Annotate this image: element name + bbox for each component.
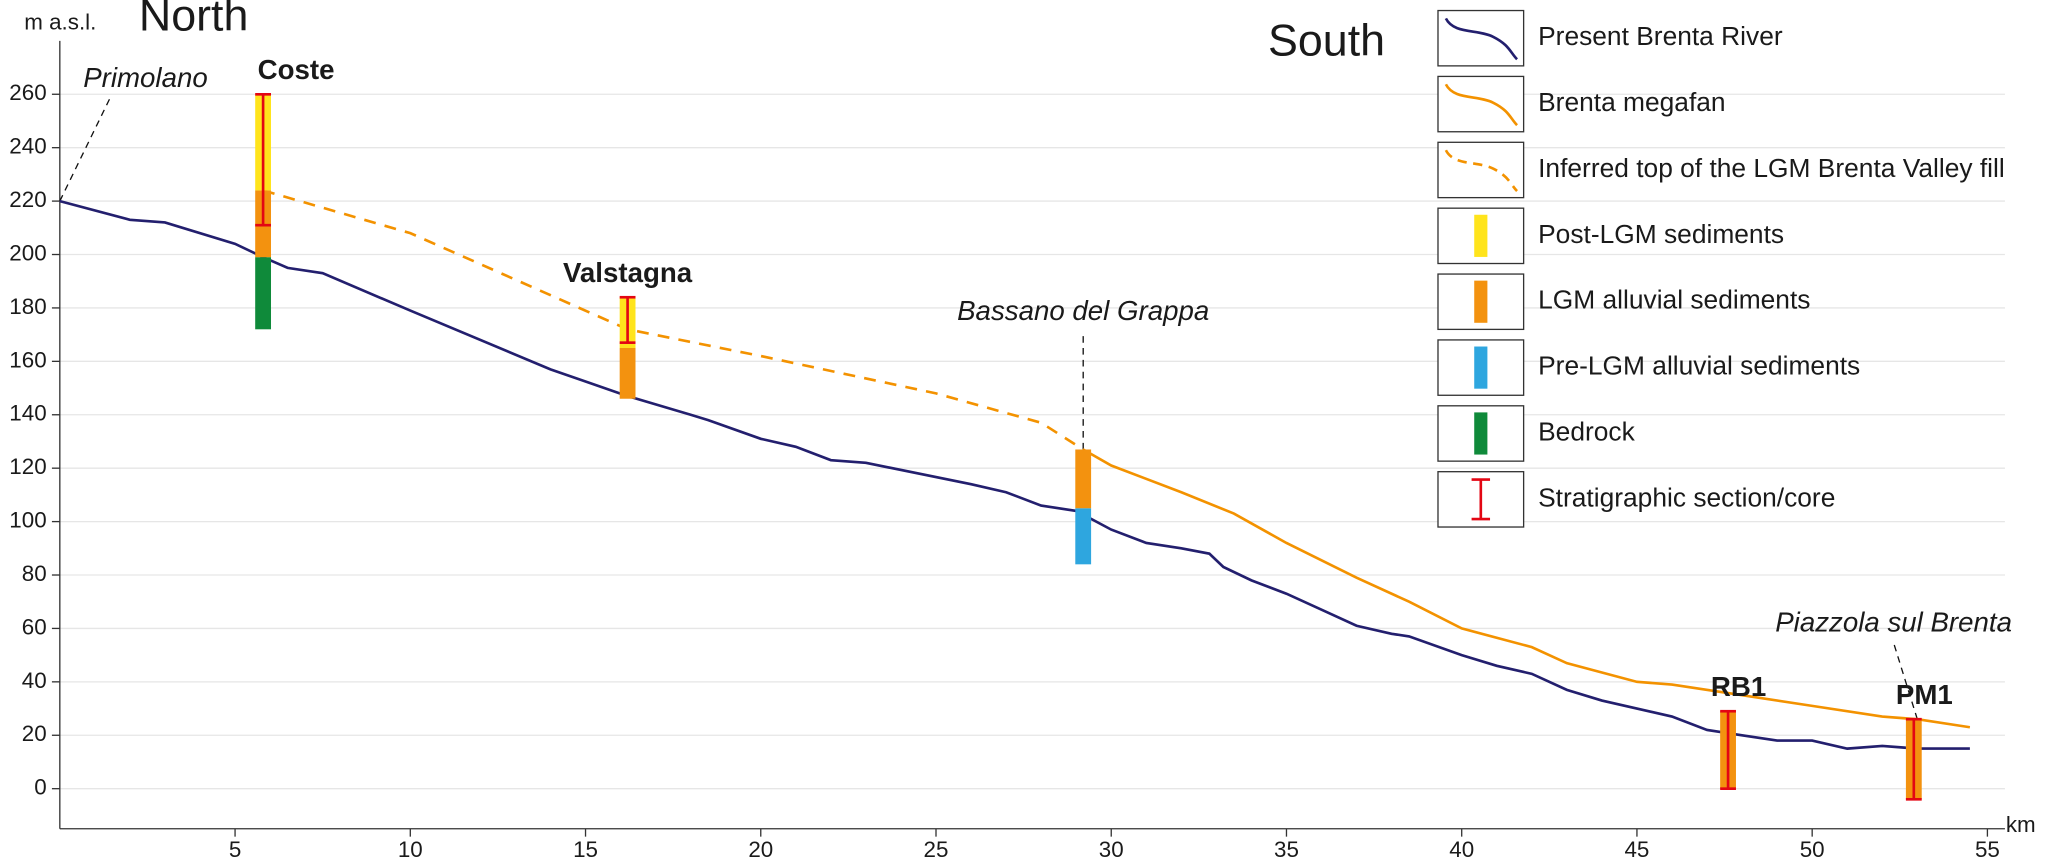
legend-label: LGM alluvial sediments <box>1538 285 1810 315</box>
y-tick-label: 60 <box>22 614 47 639</box>
x-tick-label: 5 <box>229 837 241 862</box>
y-tick-label: 40 <box>22 668 47 693</box>
place-label: Primolano <box>83 62 208 93</box>
core-bar <box>1720 709 1736 790</box>
y-tick-label: 80 <box>22 561 47 586</box>
legend-core <box>1471 478 1491 521</box>
legend-line <box>1444 149 1519 192</box>
x-tick-label: 45 <box>1624 837 1649 862</box>
y-axis-label: m a.s.l. <box>24 10 96 35</box>
x-axis-label: km <box>2006 812 2036 837</box>
y-tick-label: 220 <box>9 187 46 212</box>
y-tick-label: 140 <box>9 401 46 426</box>
x-tick-label: 10 <box>398 837 423 862</box>
y-tick-label: 260 <box>9 80 46 105</box>
legend-label: Brenta megafan <box>1538 87 1725 117</box>
y-tick-label: 0 <box>34 775 46 800</box>
y-tick-label: 200 <box>9 240 46 265</box>
core-bar <box>1905 717 1922 801</box>
legend-label: Present Brenta River <box>1538 21 1783 51</box>
y-tick-label: 160 <box>9 347 46 372</box>
x-tick-label: 35 <box>1274 837 1299 862</box>
north-label: North <box>139 0 249 40</box>
legend-box <box>1437 141 1525 199</box>
place-label: Piazzola sul Brenta <box>1775 607 2012 638</box>
log-label: Valstagna <box>563 257 693 288</box>
profile-line <box>262 189 1084 451</box>
legend-box <box>1437 75 1525 133</box>
south-label: South <box>1268 15 1385 65</box>
y-tick-label: 100 <box>9 508 46 533</box>
x-tick-label: 40 <box>1449 837 1474 862</box>
log-layer <box>1075 508 1092 565</box>
x-tick-label: 25 <box>924 837 949 862</box>
legend-label: Stratigraphic section/core <box>1538 482 1835 512</box>
legend-line <box>1444 83 1519 127</box>
place-leader <box>59 98 111 202</box>
legend-label: Post-LGM sediments <box>1538 219 1784 249</box>
log-layer <box>619 347 636 399</box>
y-tick-label: 120 <box>9 454 46 479</box>
place-label: Bassano del Grappa <box>957 295 1209 326</box>
x-tick-label: 20 <box>748 837 773 862</box>
log-label: PM1 <box>1896 679 1953 710</box>
y-tick-label: 20 <box>22 721 47 746</box>
legend-swatch <box>1474 412 1488 455</box>
legend-swatch <box>1474 280 1488 323</box>
legend-label: Pre-LGM alluvial sediments <box>1538 351 1860 381</box>
log-label: Coste <box>258 54 335 85</box>
place-leader <box>1892 642 1918 720</box>
legend-label: Inferred top of the LGM Brenta Valley fi… <box>1538 153 2005 183</box>
y-tick-label: 240 <box>9 134 46 159</box>
x-tick-label: 55 <box>1975 837 2000 862</box>
profile-line <box>1082 448 1971 729</box>
log-layer <box>1075 449 1092 509</box>
core-bar <box>255 92 272 227</box>
legend-box <box>1437 9 1525 67</box>
legend-line <box>1444 17 1519 61</box>
x-tick-label: 15 <box>573 837 598 862</box>
core-bar <box>619 295 636 344</box>
x-tick-label: 30 <box>1099 837 1124 862</box>
legend-label: Bedrock <box>1538 416 1635 446</box>
legend-swatch <box>1474 346 1488 389</box>
y-tick-label: 180 <box>9 294 46 319</box>
profile-line <box>59 199 1970 750</box>
legend-swatch <box>1474 214 1488 257</box>
x-tick-label: 50 <box>1800 837 1825 862</box>
log-layer <box>255 257 272 330</box>
log-label: RB1 <box>1711 671 1766 702</box>
